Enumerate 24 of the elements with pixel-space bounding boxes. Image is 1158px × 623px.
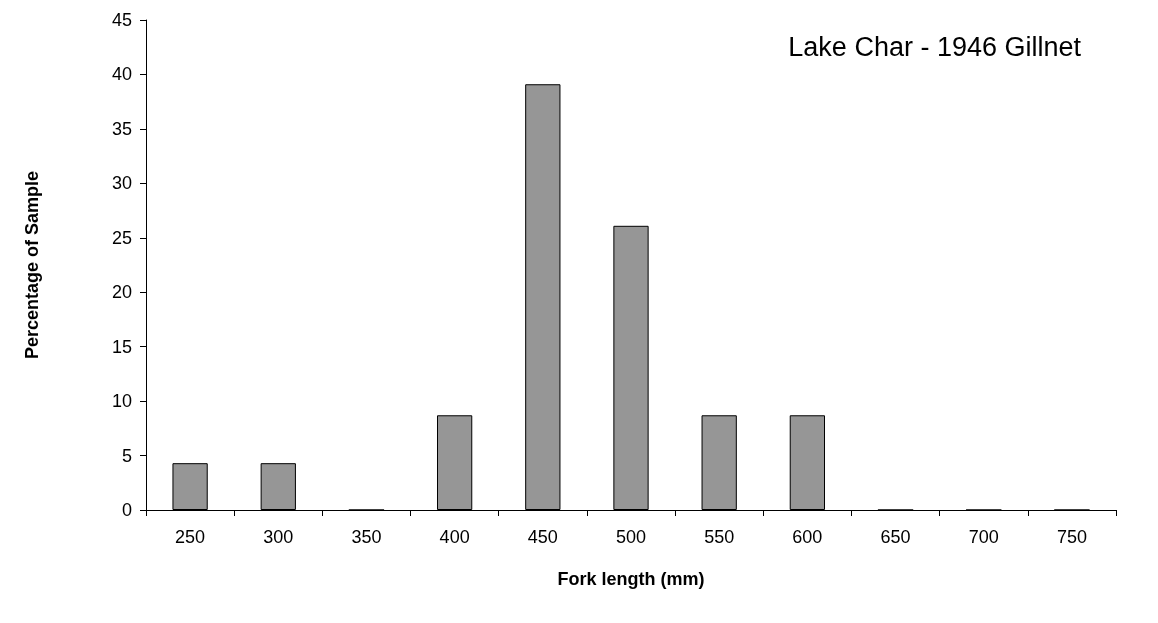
- x-tick-label: 450: [527, 527, 558, 547]
- y-tick-label: 35: [111, 118, 132, 139]
- y-tick-label: 0: [121, 500, 132, 520]
- y-tick-label: 25: [111, 227, 132, 248]
- x-tick-label: 350: [351, 527, 382, 547]
- x-tick-label: 600: [792, 527, 823, 547]
- x-tick-label: 300: [263, 527, 294, 547]
- x-tick-label: 700: [968, 527, 999, 547]
- x-tick-label: 650: [880, 527, 911, 547]
- x-tick-label: 500: [615, 527, 647, 547]
- y-axis-title: Percentage of Sample: [22, 170, 42, 360]
- y-tick-label: 5: [121, 445, 132, 466]
- x-tick-label: 250: [175, 527, 206, 547]
- y-tick-label: 20: [111, 282, 132, 303]
- x-tick-label: 400: [439, 527, 470, 547]
- x-axis-title: Fork length (mm): [557, 569, 705, 589]
- x-tick-label: 550: [704, 527, 735, 547]
- y-tick-label: 15: [111, 336, 132, 357]
- x-tick-label: 750: [1056, 527, 1087, 547]
- chart-title: Lake Char - 1946 Gillnet: [788, 31, 1082, 62]
- y-tick-label: 45: [111, 10, 132, 30]
- y-tick-label: 40: [111, 64, 132, 85]
- y-tick-label: 10: [111, 391, 132, 412]
- y-tick-label: 30: [111, 173, 132, 194]
